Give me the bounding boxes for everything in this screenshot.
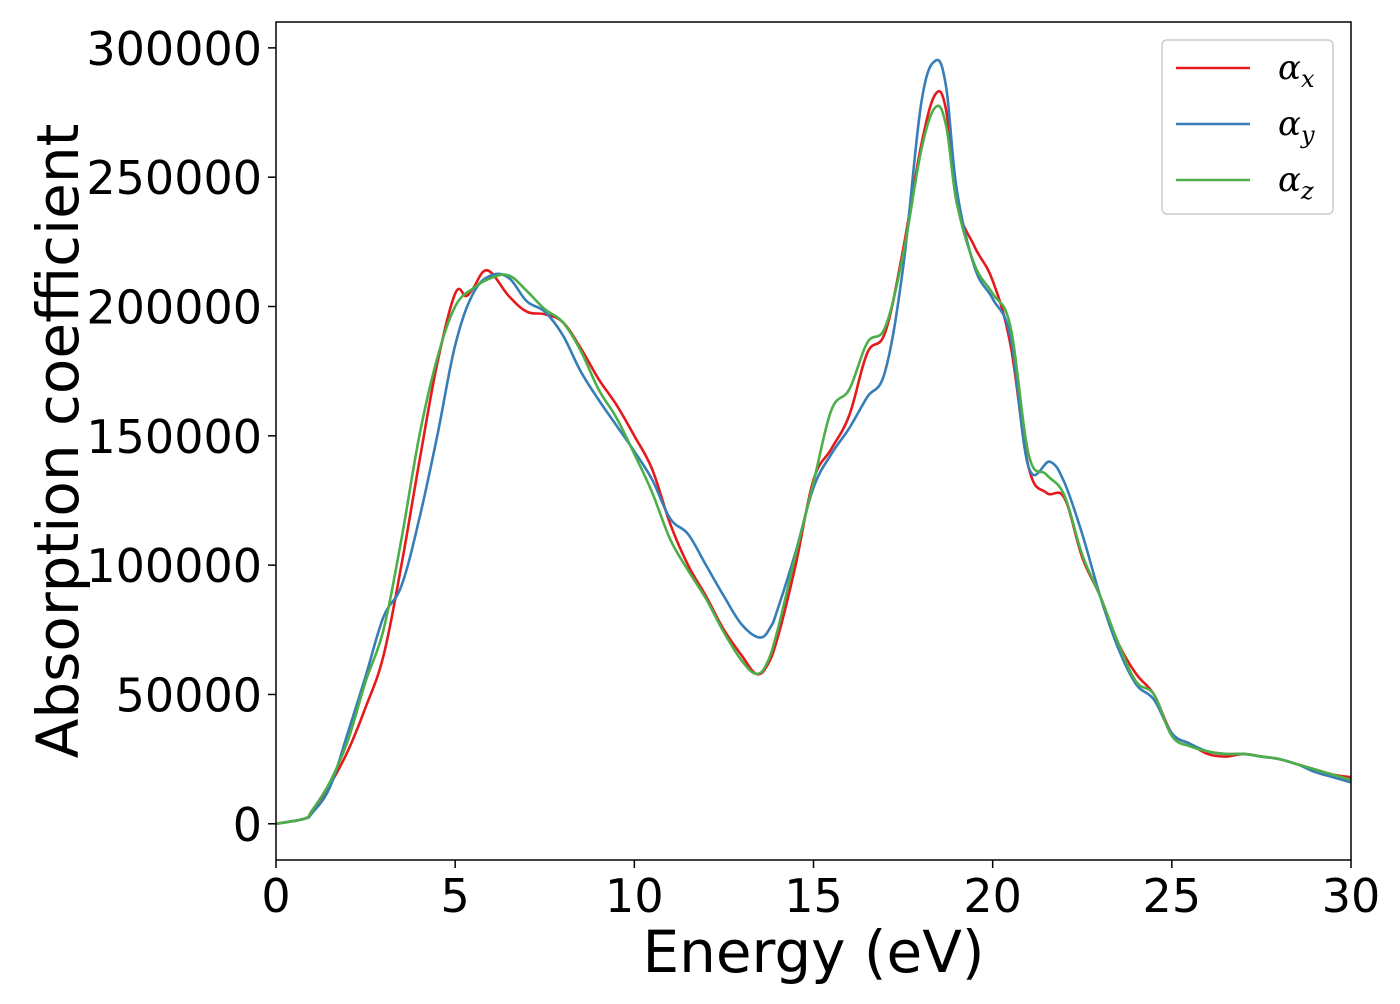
series-line-y: [276, 58, 1351, 826]
y-tick-label: 200000: [86, 281, 262, 335]
x-tick-label: 0: [261, 869, 290, 923]
y-tick-label: 100000: [86, 539, 262, 593]
y-tick-label: 250000: [86, 151, 262, 205]
legend-label-y: αy: [1278, 104, 1315, 149]
y-axis-ticks: 0 50000 100000 150000 200000 250000 300000: [86, 22, 276, 852]
legend-label-x: αx: [1278, 48, 1315, 93]
y-tick-label: 0: [233, 798, 262, 852]
x-tick-label: 10: [605, 869, 664, 923]
y-tick-label: 300000: [86, 22, 262, 76]
y-tick-label: 150000: [86, 410, 262, 464]
x-axis-ticks: 0 5 10 15 20 25 30: [261, 860, 1380, 923]
x-tick-label: 25: [1143, 869, 1202, 923]
x-tick-label: 15: [784, 869, 843, 923]
legend-label-z: αz: [1278, 160, 1314, 205]
x-tick-label: 30: [1322, 869, 1381, 923]
y-tick-label: 50000: [116, 668, 262, 722]
x-axis-label: Energy (eV): [642, 918, 984, 986]
series-layer: [276, 58, 1351, 826]
x-tick-label: 5: [441, 869, 470, 923]
x-tick-label: 20: [963, 869, 1022, 923]
legend: αx αy αz: [1161, 39, 1334, 215]
y-axis-label: Absorption coefficient: [24, 124, 92, 759]
legend-box: [1161, 39, 1334, 215]
series-line-z: [276, 104, 1351, 826]
